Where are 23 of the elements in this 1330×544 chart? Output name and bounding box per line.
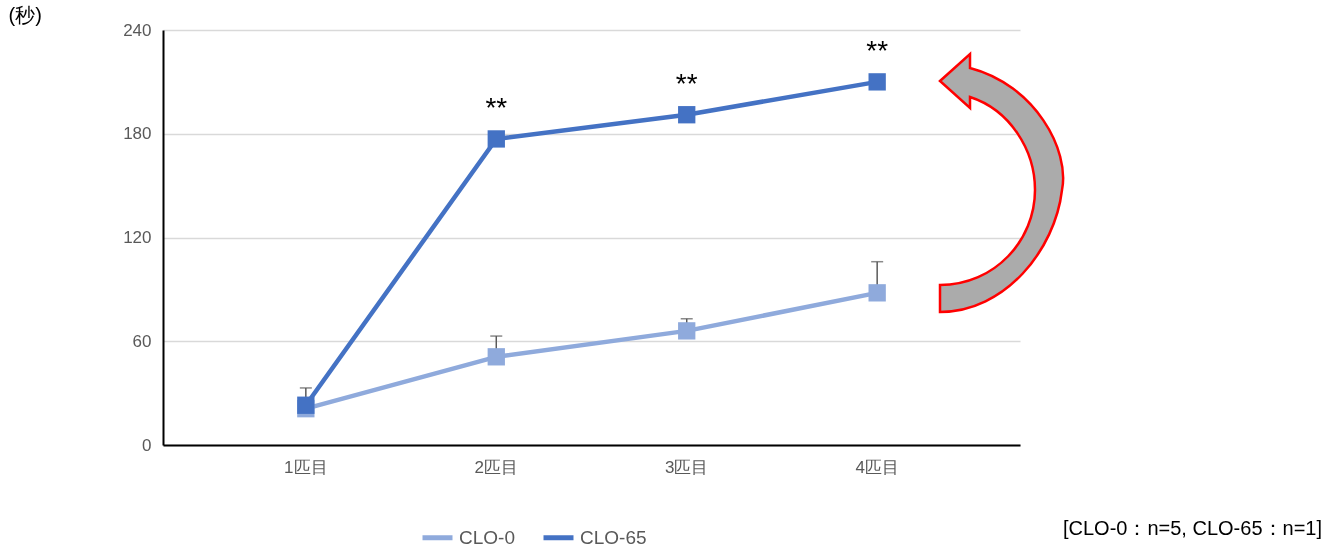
- point: [868, 284, 886, 302]
- y-tick-label: 180: [123, 124, 152, 144]
- point: [678, 106, 696, 124]
- x-tick-label: 4匹目: [855, 457, 899, 477]
- y-tick-label: 120: [123, 228, 152, 247]
- point: [487, 130, 505, 148]
- x-tick-label: 3匹目: [664, 457, 709, 477]
- y-axis-title: (秒): [8, 3, 42, 26]
- point: [487, 348, 505, 366]
- legend-label: CLO-0: [459, 526, 515, 544]
- point: [297, 396, 315, 414]
- x-tick-label: 1匹目: [284, 457, 328, 477]
- y-tick-label: 240: [123, 20, 152, 40]
- legend-label: CLO-65: [580, 526, 647, 544]
- point: [678, 322, 696, 340]
- annotation: **: [485, 91, 508, 123]
- annotation: **: [675, 67, 698, 99]
- text: [CLO-0：n=5, CLO-65：n=1]: [1062, 516, 1322, 541]
- annotation: **: [866, 34, 889, 66]
- y-tick-label: 0: [142, 435, 152, 455]
- point: [868, 73, 886, 91]
- x-tick-label: 2匹目: [474, 457, 519, 477]
- y-tick-label: 60: [132, 331, 152, 351]
